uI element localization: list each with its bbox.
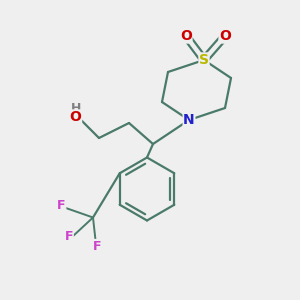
Text: F: F bbox=[57, 199, 66, 212]
Text: N: N bbox=[183, 113, 195, 127]
Text: F: F bbox=[65, 230, 73, 244]
Text: O: O bbox=[219, 29, 231, 43]
Text: S: S bbox=[199, 53, 209, 67]
Text: H: H bbox=[70, 102, 81, 115]
Text: O: O bbox=[70, 110, 82, 124]
Text: F: F bbox=[93, 239, 102, 253]
Text: O: O bbox=[180, 29, 192, 43]
